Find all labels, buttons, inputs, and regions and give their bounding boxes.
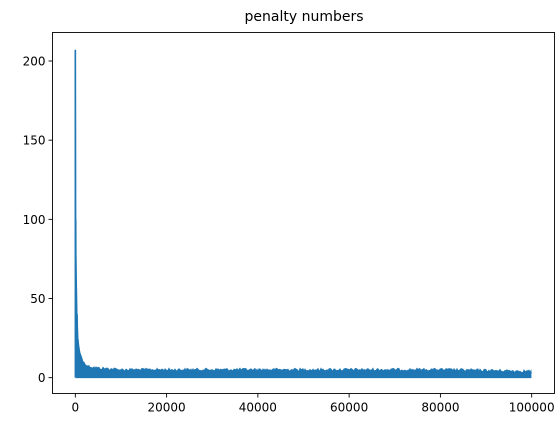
x-tick-label: 20000 <box>147 401 185 415</box>
y-tick-label: 0 <box>38 371 46 385</box>
y-tick-label: 100 <box>23 213 46 227</box>
series-0-dense-band <box>75 249 532 379</box>
chart-title: penalty numbers <box>245 9 364 25</box>
y-tick-label: 200 <box>23 55 46 69</box>
y-tick-label: 50 <box>30 292 45 306</box>
x-tick-label: 60000 <box>330 401 368 415</box>
x-tick-label: 0 <box>71 401 79 415</box>
series-0-line <box>74 49 532 374</box>
x-tick-label: 80000 <box>421 401 459 415</box>
x-axis: 0 20000 40000 60000 80000 100000 <box>71 393 555 415</box>
series-0-spike <box>74 49 79 378</box>
plot-frame <box>52 32 555 394</box>
y-tick-label: 150 <box>23 134 46 148</box>
x-tick-label: 100000 <box>509 401 555 415</box>
x-tick-label: 40000 <box>239 401 277 415</box>
plot-area <box>74 49 532 379</box>
y-axis: 0 50 100 150 200 <box>23 55 53 385</box>
